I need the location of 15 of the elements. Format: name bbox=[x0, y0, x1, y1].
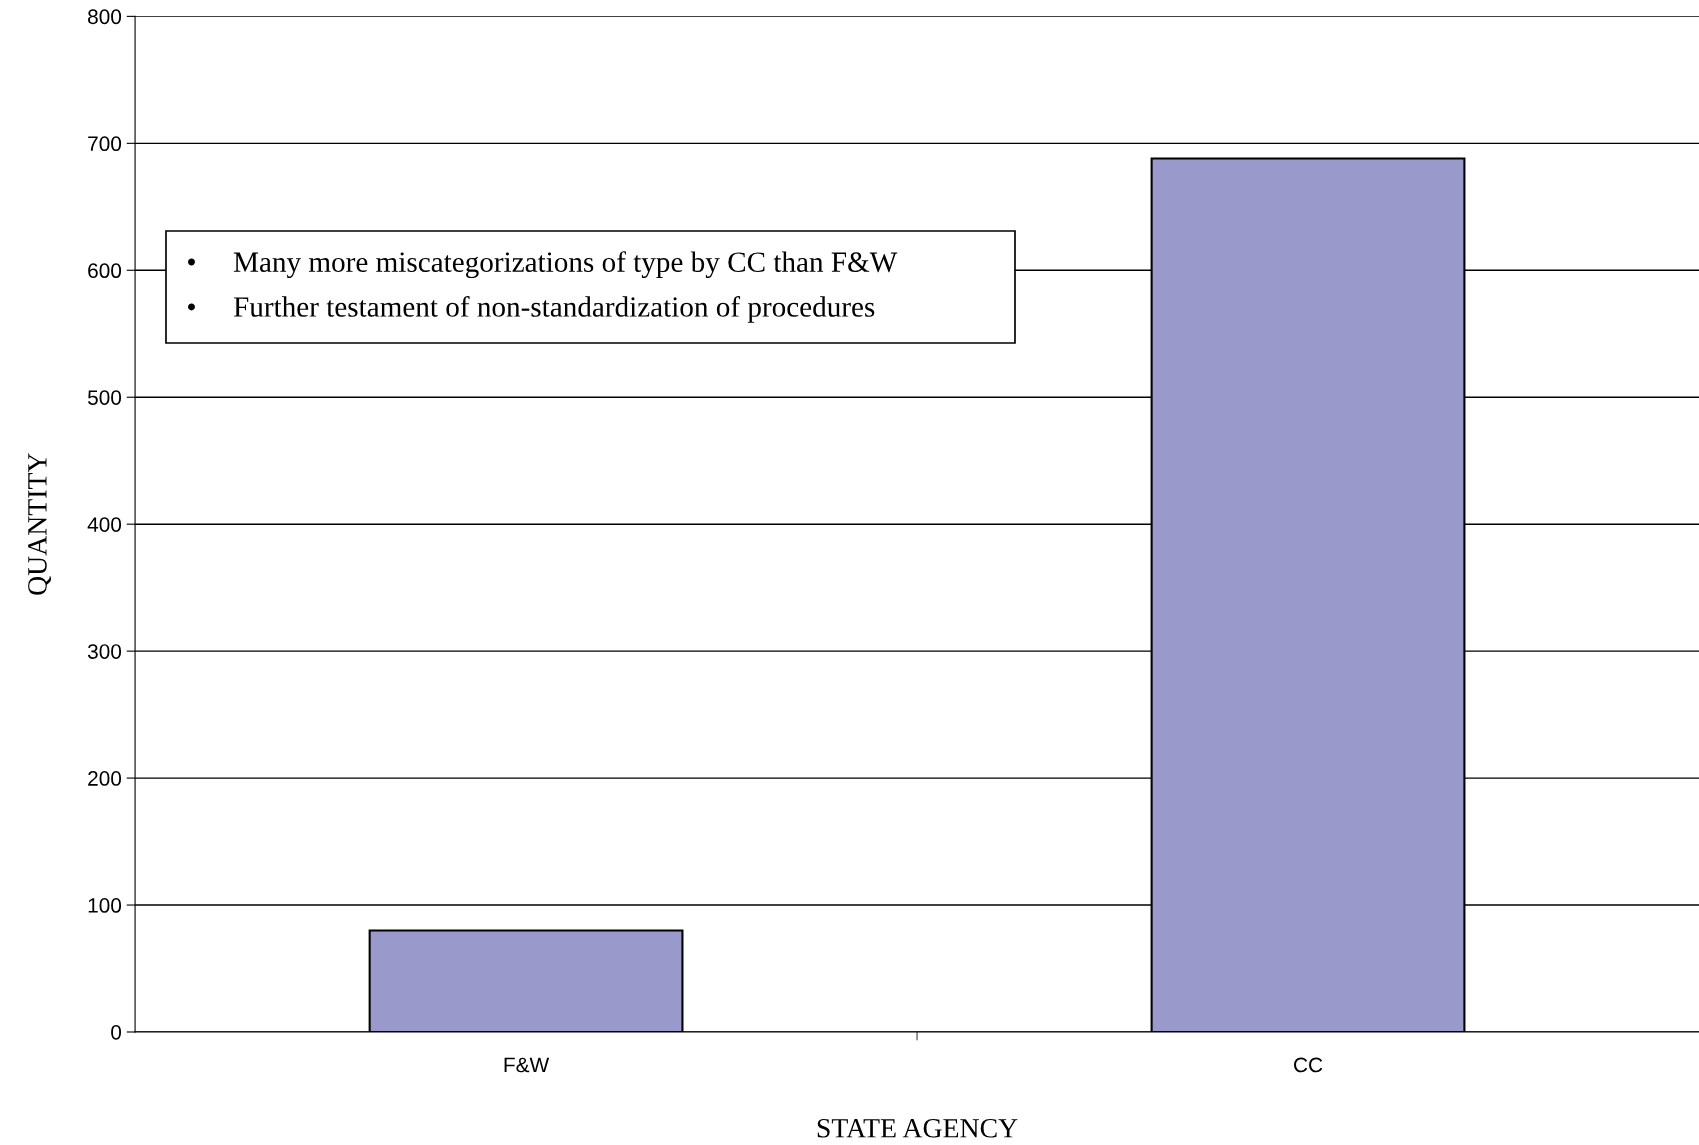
y-tick-label: 800 bbox=[88, 9, 122, 25]
y-tick-label: 400 bbox=[87, 517, 122, 532]
y-tick-label: 700 bbox=[88, 136, 122, 152]
annotation: • Further testament of non-standardization of procedures bbox=[188, 296, 875, 323]
y-tick-label: 100 bbox=[88, 898, 122, 913]
y-tick-label: 600 bbox=[88, 263, 122, 279]
annotation: • Many more miscategorizations of type by CC than F&W bbox=[188, 251, 898, 279]
x-tick-label: F&W bbox=[504, 1057, 550, 1073]
y-axis-title: QUANTITY bbox=[28, 453, 51, 595]
x-tick-label: CC bbox=[1294, 1057, 1323, 1073]
y-tick-label: 0 bbox=[111, 1024, 122, 1040]
y-tick-label: 500 bbox=[87, 390, 122, 405]
y-tick-label: 200 bbox=[88, 771, 122, 786]
y-tick-label: 300 bbox=[87, 644, 122, 659]
x-axis-title: STATE AGENCY bbox=[817, 1118, 1018, 1138]
